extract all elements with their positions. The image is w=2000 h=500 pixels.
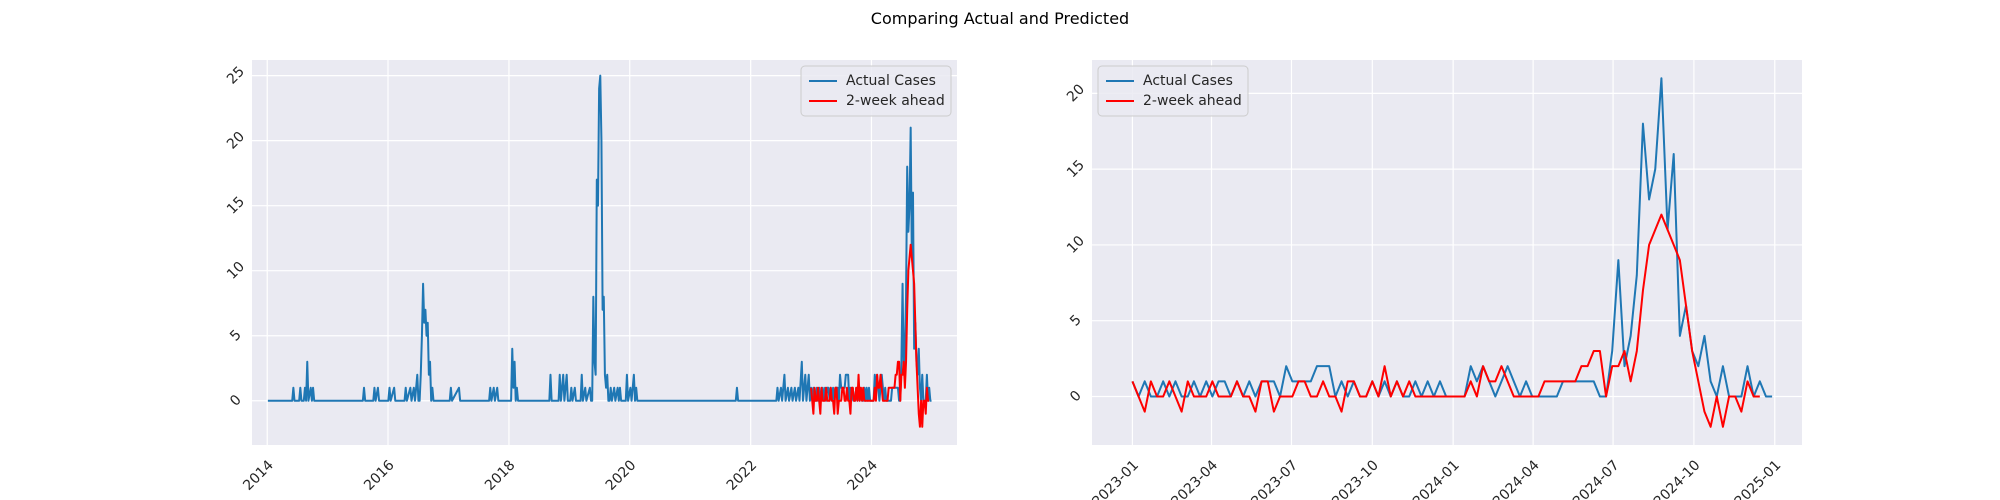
figure-title: Comparing Actual and Predicted xyxy=(871,9,1129,28)
x-tick-label: 2016 xyxy=(361,457,398,494)
x-tick-label: 2020 xyxy=(603,457,640,494)
y-tick-label: 20 xyxy=(1064,81,1088,105)
y-tick-label: 10 xyxy=(224,259,248,283)
y-tick-label: 10 xyxy=(1064,233,1088,257)
left-axes: 2014 2016 2018 2020 2022 2024 0 5 10 15 20 25 Actual… xyxy=(224,60,957,494)
legend: Actual Cases 2-week ahead xyxy=(800,65,952,117)
legend-label: 2-week ahead xyxy=(846,93,945,109)
x-tick-label: 2023-01 xyxy=(1089,457,1142,500)
y-tick-label: 15 xyxy=(224,194,248,218)
legend-label: Actual Cases xyxy=(846,73,936,89)
series-line-actual-cases xyxy=(267,74,932,402)
x-tick-label: 2024-04 xyxy=(1490,457,1543,500)
series-line-2-week-ahead xyxy=(1131,213,1760,428)
series-line-2-week-ahead xyxy=(810,243,930,428)
x-tick-label: 2023-07 xyxy=(1248,457,1301,500)
x-tick-label: 2024 xyxy=(845,457,882,494)
x-tick-label: 2023-04 xyxy=(1168,457,1221,500)
x-tick-label: 2018 xyxy=(482,457,519,494)
x-tick-label: 2024-10 xyxy=(1651,457,1704,500)
y-tick-label: 15 xyxy=(1064,157,1088,181)
y-tick-label: 20 xyxy=(224,129,248,153)
legend-label: Actual Cases xyxy=(1143,73,1233,89)
legend: Actual Cases 2-week ahead xyxy=(1097,65,1249,117)
y-tick-label: 0 xyxy=(1067,388,1085,406)
x-tick-label: 2023-10 xyxy=(1329,457,1382,500)
y-tick-label: 25 xyxy=(224,64,248,88)
y-tick-label: 5 xyxy=(227,327,245,345)
x-tick-label: 2024-01 xyxy=(1410,457,1463,500)
x-tick-label: 2022 xyxy=(724,457,761,494)
x-tick-label: 2025-01 xyxy=(1732,457,1785,500)
y-tick-label: 0 xyxy=(227,392,245,410)
plot-area xyxy=(1092,60,1802,445)
legend-label: 2-week ahead xyxy=(1143,93,1242,109)
x-tick-label: 2024-07 xyxy=(1570,457,1623,500)
y-tick-label: 5 xyxy=(1067,312,1085,330)
right-axes: 2023-01 2023-04 2023-07 2023-10 2024-01 2024-… xyxy=(1064,60,1802,500)
x-tick-label: 2014 xyxy=(240,457,277,494)
